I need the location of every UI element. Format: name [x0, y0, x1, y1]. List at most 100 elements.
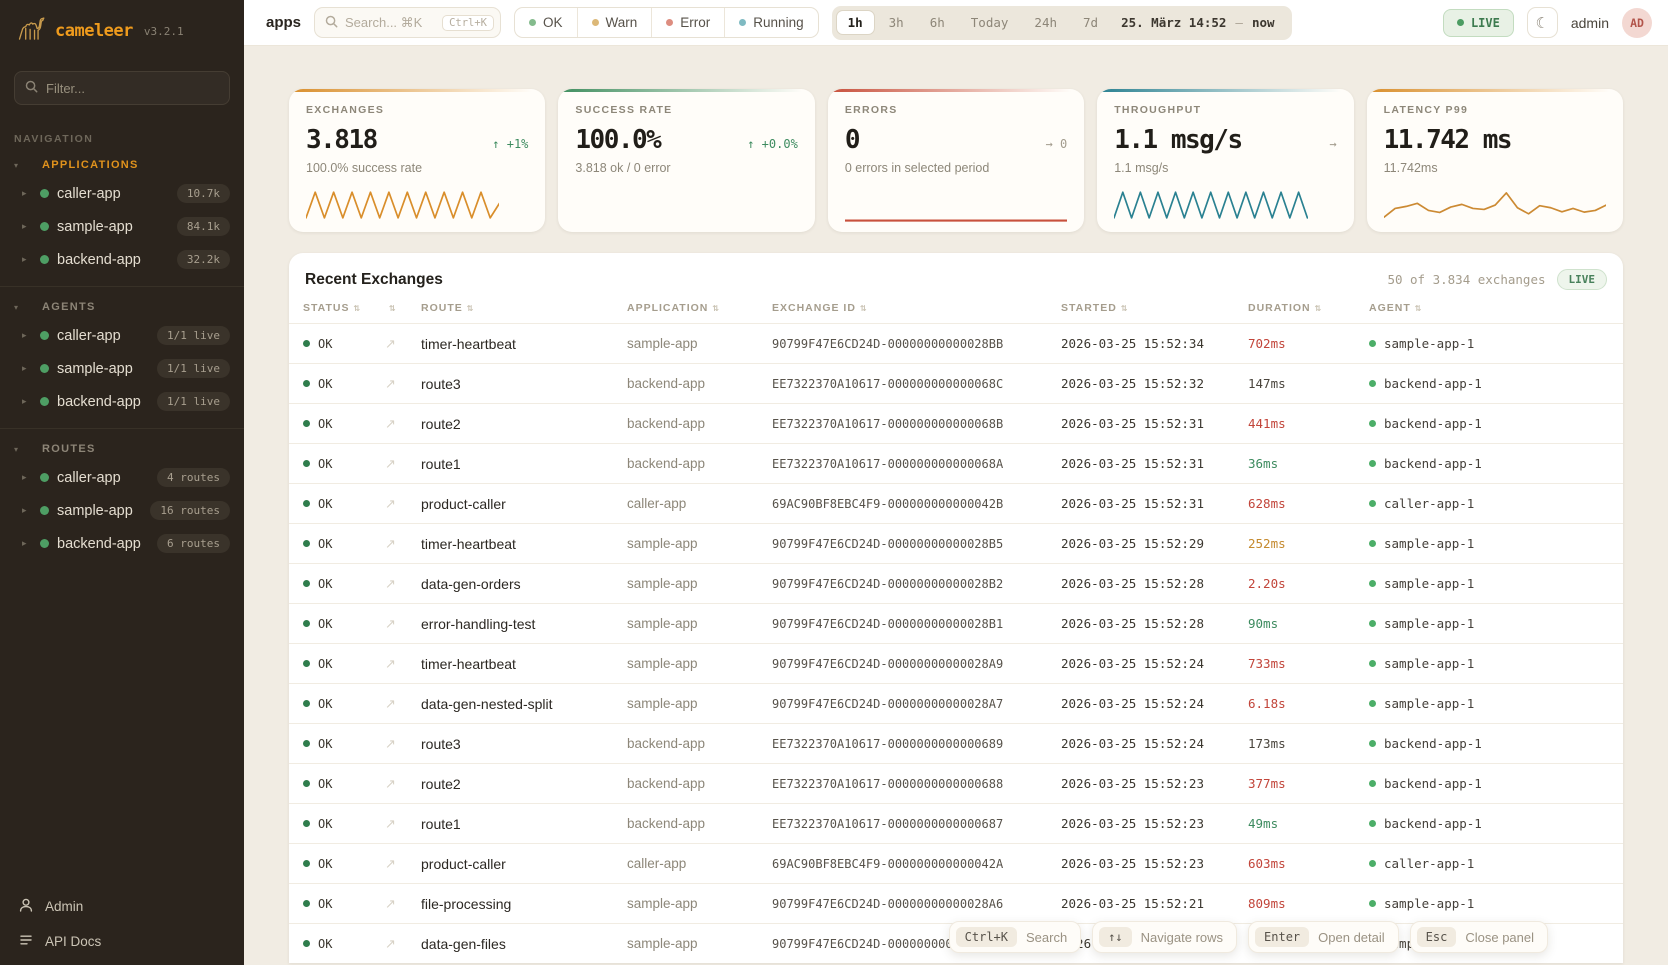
- duration-cell: 6.18s: [1248, 696, 1286, 711]
- table-row[interactable]: OK ↗ route3 backend-app EE7322370A10617-0000…: [289, 723, 1623, 763]
- column-header-started[interactable]: STARTED ⇅: [1061, 302, 1248, 314]
- table-row[interactable]: OK ↗ route1 backend-app EE7322370A10617-0000…: [289, 803, 1623, 843]
- stat-card-main: 3.818 ↑ +1%: [306, 125, 528, 155]
- open-exchange-icon[interactable]: ↗: [385, 855, 396, 871]
- started-cell: 2026-03-25 15:52:23: [1061, 816, 1204, 831]
- sidebar-admin-label: Admin: [45, 899, 84, 914]
- time-range-24h[interactable]: 24h: [1022, 10, 1069, 35]
- open-exchange-icon[interactable]: ↗: [385, 415, 396, 431]
- status-cell: OK: [303, 857, 385, 871]
- live-toggle[interactable]: LIVE: [1442, 8, 1514, 37]
- status-cell: OK: [303, 777, 385, 791]
- open-exchange-icon[interactable]: ↗: [385, 655, 396, 671]
- time-range-7d[interactable]: 7d: [1071, 10, 1110, 35]
- column-header-open[interactable]: ⇅: [385, 302, 421, 314]
- time-range-6h[interactable]: 6h: [918, 10, 957, 35]
- sparkline-chart: [306, 186, 499, 223]
- status-filter-ok[interactable]: OK: [515, 8, 577, 37]
- column-header-duration[interactable]: DURATION ⇅: [1248, 302, 1369, 314]
- status-filter-error[interactable]: Error: [651, 8, 724, 37]
- stat-card-errors[interactable]: ERRORS 0 → 0 0 errors in selected period: [827, 89, 1085, 232]
- sidebar-item-api-docs[interactable]: API Docs: [10, 924, 234, 959]
- time-range-3h[interactable]: 3h: [877, 10, 916, 35]
- open-exchange-icon[interactable]: ↗: [385, 455, 396, 471]
- column-header-application[interactable]: APPLICATION ⇅: [627, 302, 772, 314]
- search-input[interactable]: Search... ⌘K Ctrl+K: [314, 7, 502, 38]
- table-row[interactable]: OK ↗ data-gen-nested-split sample-app 90799F…: [289, 683, 1623, 723]
- date-range-to: now: [1251, 15, 1275, 30]
- sidebar-item-label: caller-app: [57, 185, 121, 202]
- sidebar-item-caller-app[interactable]: ▸ caller-app 1/1 live: [0, 319, 244, 352]
- stat-card-value: 1.1 msg/s: [1114, 125, 1243, 155]
- agent-live-dot-icon: [1369, 420, 1376, 427]
- chevron-down-icon: ▾: [14, 444, 20, 454]
- status-dot-icon: [40, 506, 49, 515]
- table-row[interactable]: OK ↗ file-processing sample-app 90799F47E6CD…: [289, 883, 1623, 923]
- open-exchange-icon[interactable]: ↗: [385, 695, 396, 711]
- table-row[interactable]: OK ↗ data-gen-orders sample-app 90799F47E6CD…: [289, 563, 1623, 603]
- sidebar-item-caller-app[interactable]: ▸ caller-app 10.7k: [0, 177, 244, 210]
- duration-cell: 377ms: [1248, 776, 1286, 791]
- open-exchange-icon[interactable]: ↗: [385, 615, 396, 631]
- theme-toggle-button[interactable]: ☾: [1526, 7, 1558, 38]
- table-row[interactable]: OK ↗ route1 backend-app EE7322370A10617-0000…: [289, 443, 1623, 483]
- open-exchange-icon[interactable]: ↗: [385, 535, 396, 551]
- sidebar-item-backend-app[interactable]: ▸ backend-app 32.2k: [0, 243, 244, 276]
- table-row[interactable]: OK ↗ route3 backend-app EE7322370A10617-0000…: [289, 363, 1623, 403]
- avatar[interactable]: AD: [1622, 7, 1652, 38]
- status-filter-warn[interactable]: Warn: [576, 8, 652, 37]
- route-cell: timer-heartbeat: [421, 335, 516, 352]
- date-range[interactable]: 25. März 14:52 — now: [1110, 15, 1287, 30]
- open-exchange-icon[interactable]: ↗: [385, 735, 396, 751]
- open-exchange-icon[interactable]: ↗: [385, 575, 396, 591]
- sidebar-item-admin[interactable]: Admin: [10, 889, 234, 924]
- table-row[interactable]: OK ↗ route2 backend-app EE7322370A10617-0000…: [289, 763, 1623, 803]
- table-row[interactable]: OK ↗ product-caller caller-app 69AC90BF8EBC4…: [289, 843, 1623, 883]
- sidebar-section-applications[interactable]: ▾ APPLICATIONS: [0, 147, 244, 177]
- column-header-route[interactable]: ROUTE ⇅: [421, 302, 627, 314]
- recent-exchanges-panel: Recent Exchanges 50 of 3.834 exchanges L…: [289, 253, 1623, 963]
- time-range-today[interactable]: Today: [959, 10, 1021, 35]
- sidebar-item-backend-app[interactable]: ▸ backend-app 1/1 live: [0, 385, 244, 418]
- open-exchange-icon[interactable]: ↗: [385, 375, 396, 391]
- column-header-exchange-id[interactable]: EXCHANGE ID ⇅: [772, 302, 1061, 314]
- sidebar-section-agents[interactable]: ▾ AGENTS: [0, 289, 244, 319]
- card-accent-bar: [289, 89, 546, 92]
- stat-card-exchanges[interactable]: EXCHANGES 3.818 ↑ +1% 100.0% success rate: [289, 89, 546, 232]
- open-exchange-icon[interactable]: ↗: [385, 815, 396, 831]
- table-row[interactable]: OK ↗ timer-heartbeat sample-app 90799F47E6CD…: [289, 523, 1623, 563]
- sidebar-filter-input[interactable]: Filter...: [14, 71, 230, 105]
- sidebar-item-backend-app[interactable]: ▸ backend-app 6 routes: [0, 527, 244, 560]
- sidebar-item-sample-app[interactable]: ▸ sample-app 84.1k: [0, 210, 244, 243]
- stat-card-success-rate[interactable]: SUCCESS RATE 100.0% ↑ +0.0% 3.818 ok / 0 er…: [558, 89, 815, 232]
- time-range-1h[interactable]: 1h: [835, 10, 875, 35]
- sidebar-item-caller-app[interactable]: ▸ caller-app 4 routes: [0, 461, 244, 494]
- table-row[interactable]: OK ↗ error-handling-test sample-app 90799F47…: [289, 603, 1623, 643]
- sidebar-item-badge: 32.2k: [176, 250, 230, 269]
- status-cell: OK: [303, 737, 385, 751]
- column-header-agent[interactable]: AGENT ⇅: [1369, 302, 1609, 314]
- column-header-status[interactable]: STATUS ⇅: [303, 302, 385, 314]
- started-cell: 2026-03-25 15:52:28: [1061, 576, 1204, 591]
- open-exchange-icon[interactable]: ↗: [385, 495, 396, 511]
- sidebar-item-sample-app[interactable]: ▸ sample-app 1/1 live: [0, 352, 244, 385]
- table-row[interactable]: OK ↗ product-caller caller-app 69AC90BF8EBC4…: [289, 483, 1623, 523]
- open-exchange-icon[interactable]: ↗: [385, 895, 396, 911]
- agent-live-dot-icon: [1369, 660, 1376, 667]
- open-exchange-icon[interactable]: ↗: [385, 335, 396, 351]
- duration-cell: 733ms: [1248, 656, 1286, 671]
- table-row[interactable]: OK ↗ timer-heartbeat sample-app 90799F47E6CD…: [289, 643, 1623, 683]
- open-exchange-icon[interactable]: ↗: [385, 935, 396, 951]
- open-exchange-icon[interactable]: ↗: [385, 775, 396, 791]
- ok-dot-icon: [303, 780, 310, 787]
- status-cell: OK: [303, 417, 385, 431]
- app-logo[interactable]: cameleer v3.2.1: [0, 0, 244, 57]
- agent-cell: sample-app-1: [1369, 536, 1609, 551]
- stat-card-throughput[interactable]: THROUGHPUT 1.1 msg/s → 1.1 msg/s: [1097, 89, 1354, 232]
- status-filter-running[interactable]: Running: [724, 8, 817, 37]
- sidebar-section-routes[interactable]: ▾ ROUTES: [0, 431, 244, 461]
- table-row[interactable]: OK ↗ timer-heartbeat sample-app 90799F47E6CD…: [289, 323, 1623, 363]
- sidebar-item-sample-app[interactable]: ▸ sample-app 16 routes: [0, 494, 244, 527]
- stat-card-latency-p99[interactable]: LATENCY P99 11.742 ms 11.742ms: [1366, 89, 1624, 232]
- table-row[interactable]: OK ↗ route2 backend-app EE7322370A10617-0000…: [289, 403, 1623, 443]
